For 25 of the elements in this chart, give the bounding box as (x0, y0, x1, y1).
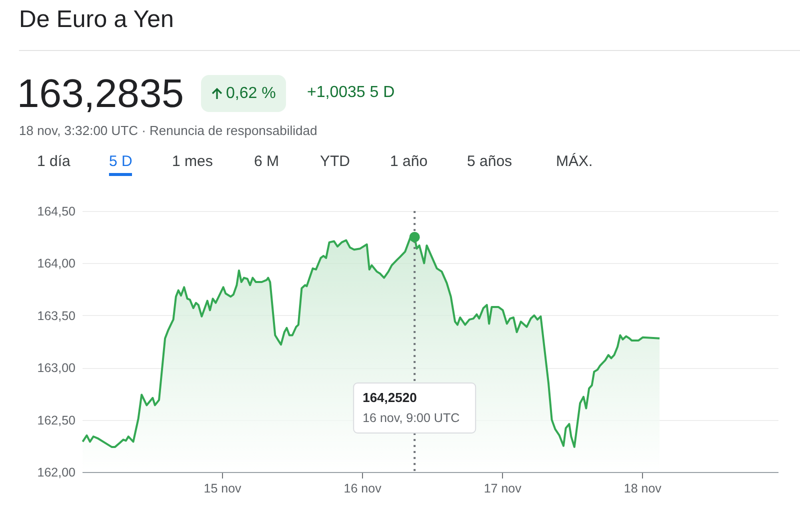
x-tick-label: 15 nov (204, 482, 242, 496)
annotation: 16 nov, 9:00 UTC (362, 411, 460, 425)
annotation: 164,2520 (362, 390, 417, 405)
y-tick-label: 162,00 (37, 466, 76, 480)
text: 0,62 % (226, 84, 276, 102)
text: MÁX. (556, 153, 593, 170)
y-tick-label: 162,50 (37, 413, 76, 428)
text: 1 año (390, 153, 428, 170)
text: 163,2835 (17, 72, 184, 117)
text: +1,0035 5 D (307, 84, 395, 102)
y-tick-label: 163,00 (37, 361, 76, 376)
chart-subtitle: 18 nov, 3:32:00 UTC · Renuncia de responsabilidad (19, 123, 318, 138)
y-tick-label: 164,50 (37, 204, 76, 218)
text: YTD (320, 153, 350, 170)
text: 1 mes (172, 153, 213, 170)
y-tick-label: 163,50 (37, 308, 76, 323)
text: 5 D (109, 153, 132, 176)
y-tick-label: 164,00 (37, 256, 76, 271)
chart-title: De Euro a Yen (19, 6, 174, 34)
text: 1 día (37, 153, 70, 170)
text: 5 años (467, 153, 512, 170)
x-tick-label: 16 nov (344, 482, 382, 496)
text: 6 M (254, 153, 280, 170)
x-tick-label: 17 nov (484, 482, 522, 496)
x-tick-label: 18 nov (624, 482, 662, 496)
